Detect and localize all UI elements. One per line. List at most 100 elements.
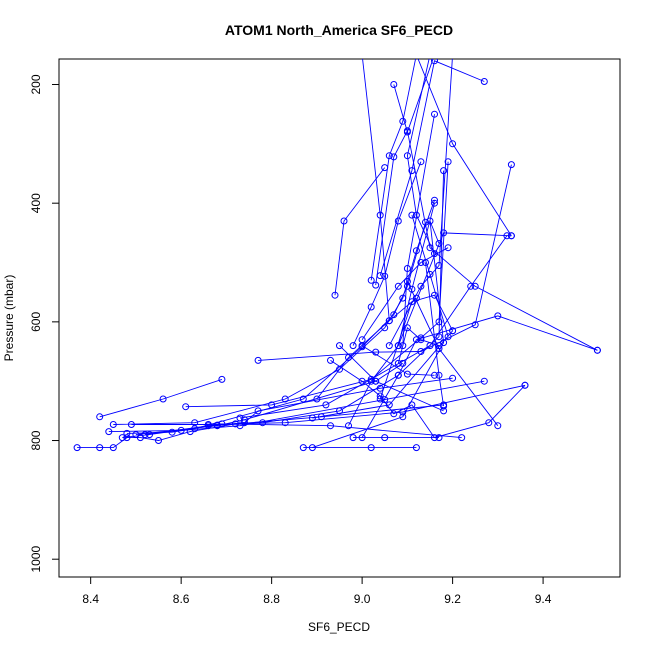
data-point-21-2 <box>399 117 407 125</box>
profile-line-30 <box>379 294 454 400</box>
profile-series-27 <box>394 229 515 350</box>
data-point-19-0 <box>349 342 357 350</box>
data-point-19-3 <box>394 217 402 225</box>
data-point-13-2 <box>412 444 420 452</box>
data-point-16-6 <box>485 419 493 427</box>
profile-line-1 <box>99 378 223 418</box>
profile-line-40 <box>361 247 449 340</box>
data-point-10-0 <box>204 422 212 430</box>
data-point-30-0 <box>376 395 384 403</box>
data-point-28-2 <box>444 333 452 341</box>
data-point-3-2 <box>281 395 289 403</box>
profile-line-32 <box>361 345 435 376</box>
data-point-24-5 <box>593 346 601 354</box>
plot-frame <box>58 58 621 578</box>
data-point-14-3 <box>426 217 434 225</box>
profile-line-4 <box>122 377 453 439</box>
data-point-15-0 <box>308 414 316 422</box>
profile-series-18 <box>345 199 438 430</box>
profile-series-22 <box>376 59 488 280</box>
profile-line-5 <box>126 222 426 434</box>
data-point-3-0 <box>109 421 117 428</box>
data-point-19-2 <box>381 272 389 280</box>
profile-series-11 <box>254 161 515 364</box>
y-axis-label: Pressure (mbar) <box>2 275 16 362</box>
profile-line-25 <box>388 59 453 346</box>
data-point-30-1 <box>408 298 416 306</box>
data-point-40-1 <box>394 282 402 290</box>
profile-series-25 <box>385 59 453 350</box>
data-point-22-3 <box>480 78 488 85</box>
y-tick-label-2: 600 <box>29 312 43 332</box>
data-point-20-3 <box>440 167 448 175</box>
data-point-11-4 <box>507 161 515 169</box>
data-point-31-1 <box>372 377 380 385</box>
data-point-34-1 <box>345 354 352 361</box>
data-point-16-4 <box>408 401 416 409</box>
data-point-38-0 <box>394 359 402 367</box>
profile-series-19 <box>349 158 425 350</box>
data-point-12-1 <box>322 401 330 409</box>
profile-line-24 <box>375 129 598 351</box>
data-point-10-1 <box>259 419 267 427</box>
data-point-16-1 <box>358 377 366 385</box>
data-point-14-0 <box>308 444 316 452</box>
data-point-30-2 <box>431 291 438 299</box>
data-point-0-2 <box>109 444 117 452</box>
data-point-24-4 <box>471 282 479 290</box>
profile-line-14 <box>312 220 445 449</box>
profile-series-12 <box>236 232 511 422</box>
data-point-32-2 <box>431 371 438 379</box>
data-point-40-3 <box>444 244 452 252</box>
data-point-34-0 <box>313 395 321 403</box>
data-point-5-1 <box>168 428 176 436</box>
data-point-18-4 <box>431 199 438 207</box>
profile-series-32 <box>358 342 438 379</box>
profile-line-39 <box>402 114 435 346</box>
data-point-30-3 <box>449 327 457 335</box>
x-axis: 8.4 8.6 8.8 9.0 9.2 9.4 <box>82 577 552 606</box>
profile-series-2 <box>105 377 488 436</box>
data-point-37-1 <box>403 152 411 160</box>
data-point-25-0 <box>385 342 393 350</box>
x-tick-label-4: 9.2 <box>444 592 461 606</box>
data-point-13-0 <box>299 444 307 452</box>
profile-line-20 <box>361 170 445 438</box>
series-layer <box>73 59 601 452</box>
x-tick-label-1: 8.6 <box>173 592 190 606</box>
data-point-38-2 <box>417 336 425 344</box>
x-tick-label-0: 8.4 <box>82 592 99 606</box>
data-point-33-2 <box>435 434 443 442</box>
profile-line-36 <box>362 59 390 321</box>
profile-series-23 <box>390 59 434 136</box>
data-point-39-1 <box>403 265 411 272</box>
profile-series-7 <box>132 359 407 439</box>
data-point-25-2 <box>435 262 443 269</box>
data-point-27-1 <box>440 229 448 237</box>
data-point-24-0 <box>372 281 380 289</box>
data-point-8-1 <box>218 420 226 428</box>
data-point-32-1 <box>403 370 411 378</box>
data-point-0-1 <box>96 444 104 452</box>
chart-title: ATOM1 North_America SF6_PECD <box>225 22 453 38</box>
data-point-10-2 <box>336 407 343 415</box>
data-point-19-4 <box>417 158 425 166</box>
data-point-40-2 <box>417 259 425 266</box>
data-point-36-1 <box>376 211 384 219</box>
profile-line-19 <box>352 161 422 346</box>
profile-line-8 <box>144 423 462 439</box>
data-point-12-3 <box>467 282 475 290</box>
data-point-6-0 <box>127 421 135 428</box>
profile-line-7 <box>135 363 404 436</box>
data-point-16-3 <box>390 410 398 418</box>
data-point-33-1 <box>381 434 389 442</box>
profile-line-22 <box>379 60 485 276</box>
profile-series-40 <box>358 244 452 344</box>
data-point-10-4 <box>412 336 420 344</box>
profile-line-29 <box>425 262 445 407</box>
data-point-8-0 <box>141 431 149 439</box>
profile-series-39 <box>399 110 438 350</box>
data-point-0-5 <box>155 437 162 444</box>
data-point-2-4 <box>480 377 488 385</box>
data-point-38-3 <box>435 342 443 350</box>
